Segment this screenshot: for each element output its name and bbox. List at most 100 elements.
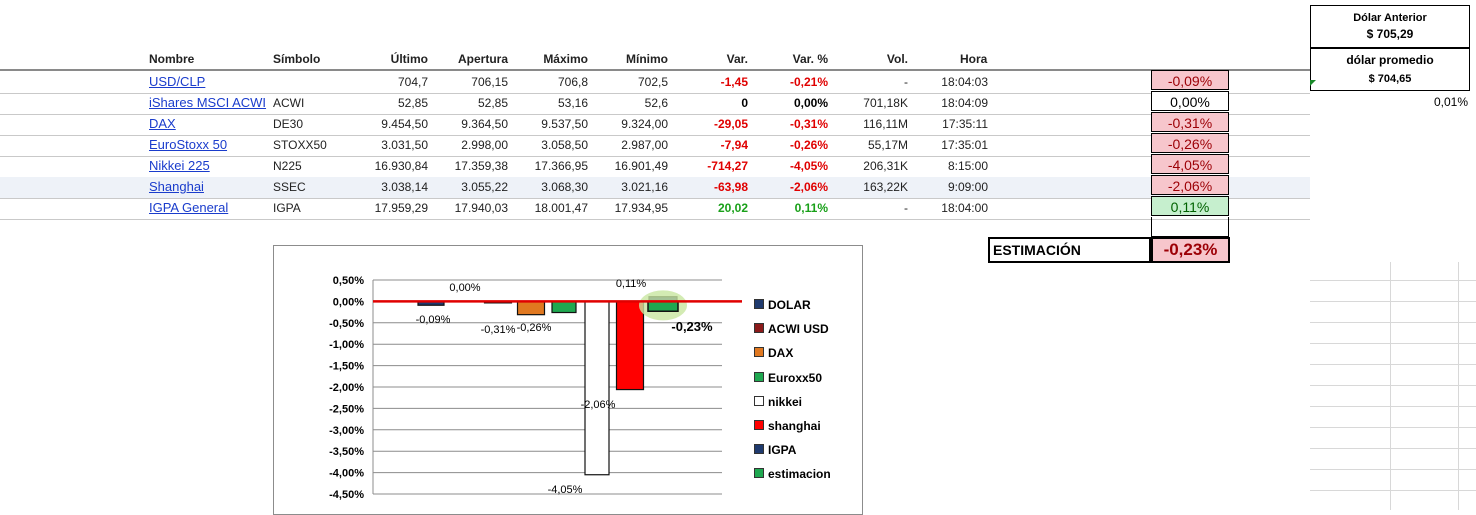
instrument-link[interactable]: USD/CLP <box>149 74 206 89</box>
legend-label: IGPA <box>768 443 797 458</box>
legend-item: shanghai <box>754 419 821 433</box>
table-row: USD/CLP 704,7 706,15 706,8 702,5 -1,45 -0,21% -… <box>0 72 1310 94</box>
table-row: DAX DE30 9.454,50 9.364,50 9.537,50 9.324,00 -… <box>0 114 1310 136</box>
varpct-cell: -2,06% <box>789 180 828 194</box>
data-label: -0,31% <box>481 324 516 336</box>
symbol-cell: SSEC <box>273 180 306 194</box>
estimacion-label: ESTIMACIÓN <box>988 237 1151 263</box>
minimo-cell: 2.987,00 <box>621 138 668 152</box>
header-hora: Hora <box>960 52 988 66</box>
symbol-cell: STOXX50 <box>273 138 327 152</box>
ultimo-cell: 52,85 <box>397 96 428 110</box>
apertura-cell: 17.359,38 <box>454 159 508 173</box>
instrument-link[interactable]: IGPA General <box>149 200 229 215</box>
legend-swatch <box>754 347 764 358</box>
legend-item: ACWI USD <box>754 322 829 336</box>
varpct-cell: -0,21% <box>789 75 828 89</box>
table-row: Shanghai SSEC 3.038,14 3.055,22 3.068,30 3.02… <box>0 177 1310 199</box>
header-simbolo: Símbolo <box>273 52 321 66</box>
instrument-link[interactable]: DAX <box>149 116 176 131</box>
bar <box>551 300 577 314</box>
legend-item: DOLAR <box>754 298 811 312</box>
y-tick-label: -3,00% <box>329 425 364 437</box>
legend-item: Euroxx50 <box>754 371 822 385</box>
vol-cell: 116,11M <box>863 117 908 131</box>
legend-swatch <box>754 395 764 406</box>
data-label: -4,05% <box>548 484 583 496</box>
hora-cell: 18:04:00 <box>941 201 988 215</box>
legend-label: DOLAR <box>768 298 811 312</box>
var-cell: 0 <box>741 96 748 110</box>
minimo-cell: 702,5 <box>637 75 668 89</box>
legend-label: estimacion <box>768 467 831 482</box>
vol-cell: 206,31K <box>863 159 908 173</box>
legend-swatch <box>754 323 764 334</box>
symbol-cell: N225 <box>273 159 302 173</box>
hora-cell: 17:35:11 <box>942 117 988 131</box>
dolar-anterior-box: Dólar Anterior $ 705,29 <box>1310 5 1470 47</box>
table-row: EuroStoxx 50 STOXX50 3.031,50 2.998,00 3.058… <box>0 135 1310 157</box>
var-cell: -29,05 <box>713 117 748 131</box>
minimo-cell: 9.324,00 <box>621 117 668 131</box>
vol-cell: 163,22K <box>863 180 908 194</box>
maximo-cell: 53,16 <box>557 96 588 110</box>
maximo-cell: 3.068,30 <box>541 180 588 194</box>
legend-label: shanghai <box>768 419 821 433</box>
y-tick-label: -4,00% <box>329 468 364 480</box>
y-tick-label: -2,00% <box>329 382 364 394</box>
ultimo-cell: 704,7 <box>397 75 428 89</box>
symbol-cell: DE30 <box>273 117 304 131</box>
instrument-link[interactable]: Shanghai <box>149 179 204 194</box>
y-tick-label: -1,50% <box>329 361 364 373</box>
comment-marker <box>1310 80 1316 86</box>
legend-swatch <box>754 299 764 309</box>
vol-cell: - <box>904 201 908 215</box>
legend-item: IGPA <box>754 443 796 457</box>
dolar-promedio-value: $ 704,65 <box>1368 73 1412 85</box>
legend-item: nikkei <box>754 395 802 409</box>
estim-cell: 0,00% <box>1151 91 1229 111</box>
maximo-cell: 706,8 <box>557 75 588 89</box>
var-cell: -714,27 <box>707 159 748 173</box>
y-tick-label: -4,50% <box>329 489 364 501</box>
var-cell: -7,94 <box>720 138 748 152</box>
varpct-cell: 0,00% <box>793 96 828 110</box>
header-maximo: Máximo <box>543 52 588 66</box>
header-ultimo: Último <box>390 52 428 66</box>
hora-cell: 18:04:03 <box>941 75 988 89</box>
instrument-link[interactable]: EuroStoxx 50 <box>149 137 228 152</box>
header-divider <box>0 69 1310 71</box>
legend-swatch <box>754 444 764 455</box>
maximo-cell: 3.058,50 <box>541 138 588 152</box>
estim-cell: -0,26% <box>1151 133 1229 153</box>
maximo-cell: 17.366,95 <box>534 159 588 173</box>
bar <box>584 300 610 476</box>
var-cell: -1,45 <box>720 75 748 89</box>
dolar-anterior-value: $ 705,29 <box>1366 27 1414 41</box>
estim-cell: -0,31% <box>1151 112 1229 132</box>
hora-cell: 8:15:00 <box>947 159 988 173</box>
chart-area[interactable] <box>273 245 863 515</box>
apertura-cell: 9.364,50 <box>461 117 508 131</box>
data-label: -0,23% <box>671 319 713 334</box>
varpct-cell: 0,11% <box>794 201 828 215</box>
y-tick-label: -0,50% <box>329 318 364 330</box>
instrument-link[interactable]: Nikkei 225 <box>149 158 210 173</box>
var-cell: 20,02 <box>717 201 748 215</box>
vol-cell: 701,18K <box>863 96 908 110</box>
legend-label: DAX <box>768 346 794 361</box>
symbol-cell: IGPA <box>273 201 301 215</box>
instrument-link[interactable]: iShares MSCI ACWI <box>149 95 267 110</box>
var-cell: -63,98 <box>713 180 748 194</box>
header-varpct: Var. % <box>792 52 828 66</box>
maximo-cell: 9.537,50 <box>541 117 588 131</box>
apertura-cell: 52,85 <box>477 96 508 110</box>
apertura-cell: 2.998,00 <box>461 138 508 152</box>
legend-swatch <box>754 468 764 479</box>
y-tick-label: -2,50% <box>329 403 364 415</box>
dolar-anterior-label: Dólar Anterior <box>1353 12 1427 24</box>
estim-cell: -0,09% <box>1151 70 1229 90</box>
ultimo-cell: 9.454,50 <box>381 117 428 131</box>
hora-cell: 9:09:00 <box>947 180 988 194</box>
